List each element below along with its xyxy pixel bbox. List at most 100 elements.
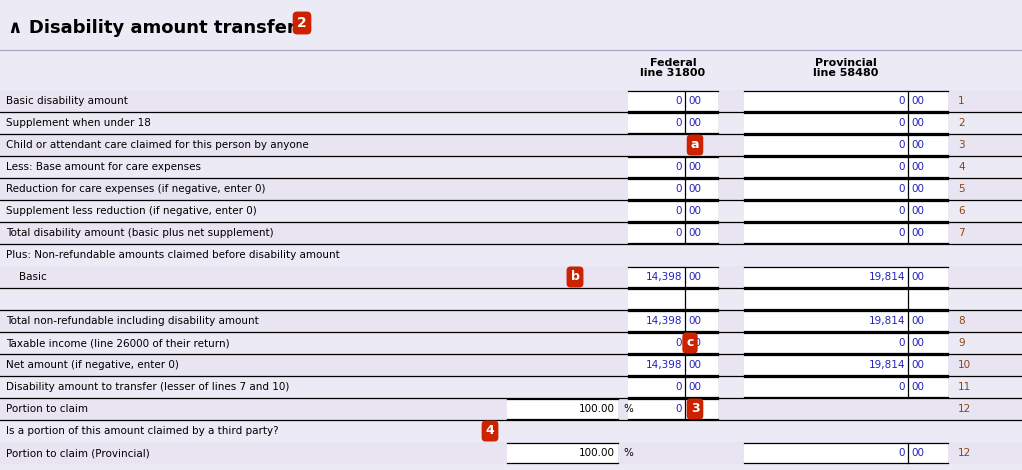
Bar bbox=[744, 135, 948, 155]
Text: Portion to claim: Portion to claim bbox=[6, 404, 88, 414]
Bar bbox=[744, 223, 948, 243]
Text: 12: 12 bbox=[958, 448, 971, 458]
Text: 14,398: 14,398 bbox=[646, 272, 682, 282]
Text: 0: 0 bbox=[898, 184, 905, 194]
Text: Basic disability amount: Basic disability amount bbox=[6, 96, 128, 106]
Bar bbox=[744, 377, 948, 397]
Text: 10: 10 bbox=[958, 360, 971, 370]
Text: 9: 9 bbox=[958, 338, 965, 348]
Bar bbox=[744, 267, 948, 287]
Text: 00: 00 bbox=[911, 228, 924, 238]
Bar bbox=[628, 91, 718, 111]
Text: 00: 00 bbox=[911, 382, 924, 392]
Text: 00: 00 bbox=[688, 206, 701, 216]
Text: 19,814: 19,814 bbox=[869, 316, 905, 326]
Text: 8: 8 bbox=[958, 316, 965, 326]
Bar bbox=[0, 156, 1022, 178]
Text: Total disability amount (basic plus net supplement): Total disability amount (basic plus net … bbox=[6, 228, 274, 238]
Text: 00: 00 bbox=[911, 118, 924, 128]
Text: 00: 00 bbox=[688, 96, 701, 106]
Text: Federal: Federal bbox=[650, 58, 696, 68]
Text: 00: 00 bbox=[911, 448, 924, 458]
Text: Reduction for care expenses (if negative, enter 0): Reduction for care expenses (if negative… bbox=[6, 184, 266, 194]
Text: 0: 0 bbox=[676, 206, 682, 216]
Text: line 31800: line 31800 bbox=[641, 68, 705, 78]
Text: 3: 3 bbox=[691, 402, 699, 415]
Bar bbox=[0, 376, 1022, 398]
Text: 0: 0 bbox=[676, 338, 682, 348]
Bar bbox=[0, 244, 1022, 266]
Bar bbox=[0, 200, 1022, 222]
Bar bbox=[628, 179, 718, 199]
Text: 00: 00 bbox=[911, 316, 924, 326]
Text: line 58480: line 58480 bbox=[814, 68, 879, 78]
Bar bbox=[744, 289, 948, 309]
Text: 11: 11 bbox=[958, 382, 971, 392]
Text: Less: Base amount for care expenses: Less: Base amount for care expenses bbox=[6, 162, 201, 172]
Bar bbox=[0, 332, 1022, 354]
Text: Net amount (if negative, enter 0): Net amount (if negative, enter 0) bbox=[6, 360, 179, 370]
Text: Is a portion of this amount claimed by a third party?: Is a portion of this amount claimed by a… bbox=[6, 426, 279, 436]
Text: Disability amount to transfer (lesser of lines 7 and 10): Disability amount to transfer (lesser of… bbox=[6, 382, 289, 392]
Text: Total non-refundable including disability amount: Total non-refundable including disabilit… bbox=[6, 316, 259, 326]
Text: 00: 00 bbox=[911, 96, 924, 106]
Text: 0: 0 bbox=[676, 118, 682, 128]
Text: 2: 2 bbox=[958, 118, 965, 128]
Text: 00: 00 bbox=[911, 272, 924, 282]
Bar bbox=[0, 354, 1022, 376]
Text: 00: 00 bbox=[688, 404, 701, 414]
Bar bbox=[628, 333, 718, 353]
Text: 0: 0 bbox=[676, 184, 682, 194]
Text: 100.00: 100.00 bbox=[579, 448, 615, 458]
Text: 3: 3 bbox=[958, 140, 965, 150]
Bar bbox=[0, 134, 1022, 156]
Bar bbox=[628, 289, 718, 309]
Text: 0: 0 bbox=[676, 162, 682, 172]
Text: 0: 0 bbox=[676, 96, 682, 106]
Text: 14,398: 14,398 bbox=[646, 360, 682, 370]
Bar bbox=[744, 157, 948, 177]
Text: %: % bbox=[623, 448, 633, 458]
Text: 0: 0 bbox=[676, 228, 682, 238]
Text: %: % bbox=[623, 404, 633, 414]
Text: 5: 5 bbox=[958, 184, 965, 194]
Text: 0: 0 bbox=[898, 338, 905, 348]
Text: 00: 00 bbox=[688, 360, 701, 370]
Bar bbox=[0, 464, 1022, 470]
Text: b: b bbox=[570, 271, 579, 283]
Bar bbox=[744, 179, 948, 199]
Text: 00: 00 bbox=[911, 360, 924, 370]
Text: 0: 0 bbox=[898, 118, 905, 128]
Text: 00: 00 bbox=[911, 184, 924, 194]
Text: 00: 00 bbox=[688, 338, 701, 348]
Bar bbox=[0, 288, 1022, 310]
Text: 7: 7 bbox=[958, 228, 965, 238]
Text: a: a bbox=[691, 139, 699, 151]
Bar bbox=[628, 267, 718, 287]
Text: 0: 0 bbox=[898, 382, 905, 392]
Bar bbox=[744, 355, 948, 375]
Text: 100.00: 100.00 bbox=[579, 404, 615, 414]
Bar bbox=[0, 420, 1022, 442]
Bar bbox=[628, 399, 718, 419]
Text: 00: 00 bbox=[911, 206, 924, 216]
Bar bbox=[0, 112, 1022, 134]
Text: 1: 1 bbox=[958, 96, 965, 106]
Bar bbox=[0, 222, 1022, 244]
Text: 4: 4 bbox=[958, 162, 965, 172]
Bar bbox=[628, 157, 718, 177]
Bar bbox=[744, 113, 948, 133]
Text: 0: 0 bbox=[676, 382, 682, 392]
Text: Taxable income (line 26000 of their return): Taxable income (line 26000 of their retu… bbox=[6, 338, 230, 348]
Bar bbox=[744, 443, 948, 463]
Text: 00: 00 bbox=[688, 316, 701, 326]
Text: c: c bbox=[687, 337, 694, 350]
Bar bbox=[507, 399, 618, 419]
Text: 6: 6 bbox=[958, 206, 965, 216]
Text: 0: 0 bbox=[898, 140, 905, 150]
Bar bbox=[744, 333, 948, 353]
Bar bbox=[628, 377, 718, 397]
Text: 0: 0 bbox=[898, 162, 905, 172]
Bar bbox=[507, 443, 618, 463]
Bar bbox=[628, 223, 718, 243]
